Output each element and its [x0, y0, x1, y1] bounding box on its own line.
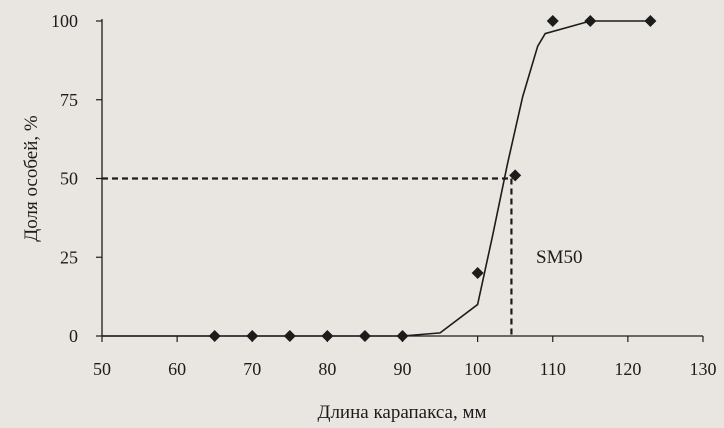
- data-point-marker: [321, 330, 334, 342]
- data-point-marker: [396, 330, 409, 342]
- x-tick-label: 100: [464, 359, 491, 379]
- x-tick-label: 130: [690, 359, 717, 379]
- axes: [96, 19, 704, 342]
- x-tick-label: 120: [614, 359, 641, 379]
- data-point-marker: [246, 330, 259, 342]
- data-point-marker: [584, 15, 597, 27]
- tick-labels: 0 25 50 75 100 50 60 70 80 90 100 110 120 130: [51, 11, 717, 379]
- observed-points: [208, 15, 657, 342]
- data-point-marker: [283, 330, 296, 342]
- x-tick-label: 50: [93, 359, 111, 379]
- x-tick-label: 70: [243, 359, 261, 379]
- data-point-marker: [546, 15, 559, 27]
- y-tick-label: 75: [60, 90, 78, 110]
- data-point-marker: [471, 267, 484, 279]
- x-tick-label: 90: [394, 359, 412, 379]
- y-tick-label: 50: [60, 169, 78, 189]
- sm50-annotation: SM50: [536, 247, 582, 268]
- x-tick-label: 110: [540, 359, 566, 379]
- x-tick-label: 80: [318, 359, 336, 379]
- y-tick-label: 0: [69, 326, 78, 346]
- sm50-reference-lines: [102, 177, 513, 336]
- y-tick-label: 100: [51, 11, 78, 31]
- y-tick-label: 25: [60, 247, 78, 267]
- x-axis-title: Длина карапакса, мм: [317, 402, 486, 423]
- data-point-marker: [644, 15, 657, 27]
- x-tick-label: 60: [168, 359, 186, 379]
- y-axis-title: Доля особей, %: [21, 115, 42, 242]
- data-point-marker: [509, 169, 522, 182]
- data-point-marker: [358, 330, 371, 342]
- data-point-marker: [208, 330, 221, 342]
